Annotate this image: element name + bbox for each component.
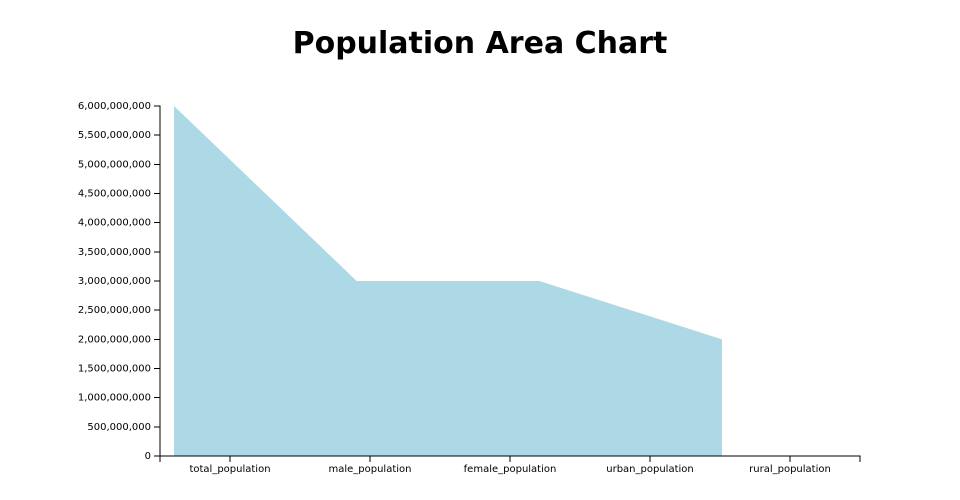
y-tick-label: 0 [145,451,151,462]
x-tick-label: female_population [464,464,557,475]
y-tick-label: 4,000,000,000 [78,218,151,229]
chart-title: Population Area Chart [292,26,668,61]
y-tick-label: 500,000,000 [87,422,151,433]
y-tick-label: 5,500,000,000 [78,130,151,141]
x-tick-label: male_population [328,464,411,475]
y-tick-label: 2,500,000,000 [78,305,151,316]
y-axis: 0 500,000,000 1,000,000,000 1,500,000,000 2,… [78,101,161,462]
x-tick-label: urban_population [606,464,693,475]
area-layer [174,106,722,456]
x-tick-label: total_population [189,464,270,475]
y-tick-label: 3,500,000,000 [78,247,151,258]
y-tick-label: 5,000,000,000 [78,159,151,170]
y-tick-label: 2,000,000,000 [78,334,151,345]
x-tick-label: rural_population [749,464,831,475]
y-tick-label: 4,500,000,000 [78,189,151,200]
y-tick-label: 1,500,000,000 [78,364,151,375]
y-tick-label: 1,000,000,000 [78,393,151,404]
area-series [174,106,722,456]
y-tick-label: 3,000,000,000 [78,276,151,287]
y-tick-label: 6,000,000,000 [78,101,151,112]
x-axis: total_population male_population female_po… [159,455,861,475]
